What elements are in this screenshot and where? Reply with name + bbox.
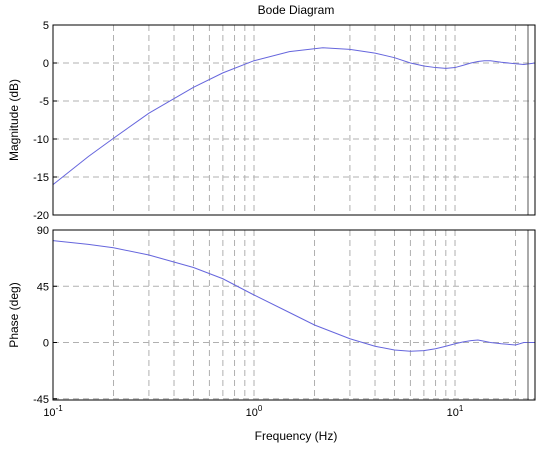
xtick-label: 10-1	[43, 404, 63, 419]
ytick-label: -20	[33, 210, 49, 222]
magnitude-grid	[53, 25, 535, 215]
xtick-label: 100	[246, 404, 263, 419]
ytick-label: -10	[33, 134, 49, 146]
ytick-label: 45	[37, 281, 49, 293]
phase-series-line	[52, 240, 535, 352]
xtick-label: 101	[447, 404, 464, 419]
ytick-label: -15	[33, 172, 49, 184]
frequency-xlabel: Frequency (Hz)	[255, 429, 338, 443]
ytick-label: 0	[43, 58, 49, 70]
ytick-label: 0	[43, 338, 49, 350]
phase-axes-box	[52, 229, 536, 401]
ytick-label: -5	[39, 96, 49, 108]
magnitude-panel: 5 0 -5 -10 -15 -20 Magnitude (dB)	[7, 20, 536, 222]
ytick-label: -45	[33, 394, 49, 406]
magnitude-axes-box	[52, 24, 536, 216]
ytick-label: 5	[43, 20, 49, 32]
phase-panel: 90 45 0 -45 Phase (deg)	[7, 225, 536, 406]
magnitude-ylabel: Magnitude (dB)	[7, 79, 21, 161]
magnitude-series-line	[52, 47, 536, 185]
ytick-label: 90	[37, 225, 49, 237]
phase-grid	[53, 230, 535, 400]
phase-ylabel: Phase (deg)	[7, 282, 21, 347]
magnitude-yticks: 5 0 -5 -10 -15 -20	[33, 20, 57, 222]
frequency-xticks: 10-1 100 101	[43, 404, 464, 419]
phase-yticks: 90 45 0 -45	[33, 225, 57, 406]
magnitude-plot-area	[53, 25, 535, 215]
chart-title: Bode Diagram	[258, 3, 335, 17]
